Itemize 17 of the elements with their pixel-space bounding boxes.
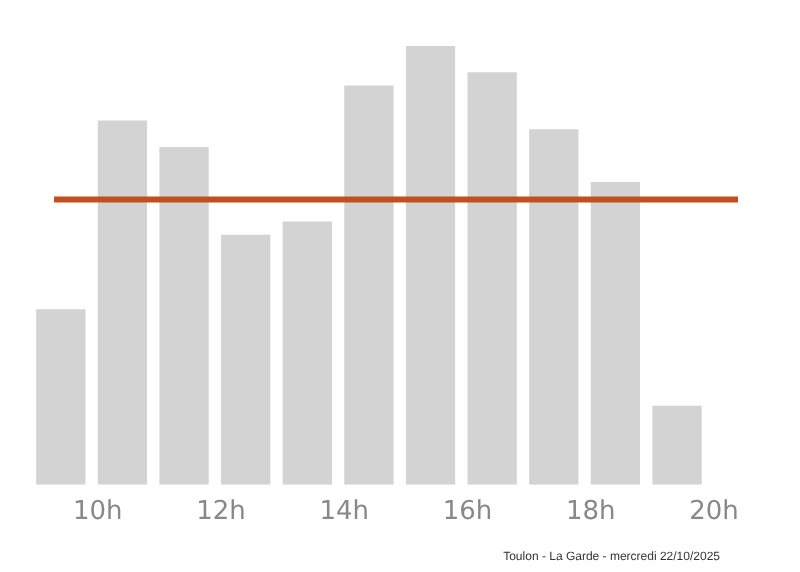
x-tick-label: 14h [319,497,370,528]
bar [159,146,209,485]
x-tick-label: 10h [73,497,123,528]
bar [405,46,456,485]
bar [344,85,394,485]
bar [36,309,86,485]
bar [282,221,332,485]
x-tick-label: 20h [689,497,739,528]
bar [97,120,148,485]
x-tick-label: 12h [196,497,246,528]
bar [467,72,517,485]
x-tick-label: 18h [565,497,616,528]
x-tick-label: 16h [442,497,493,528]
bar [590,182,641,485]
bar [529,129,579,485]
bar [652,405,702,485]
bar [221,234,271,485]
